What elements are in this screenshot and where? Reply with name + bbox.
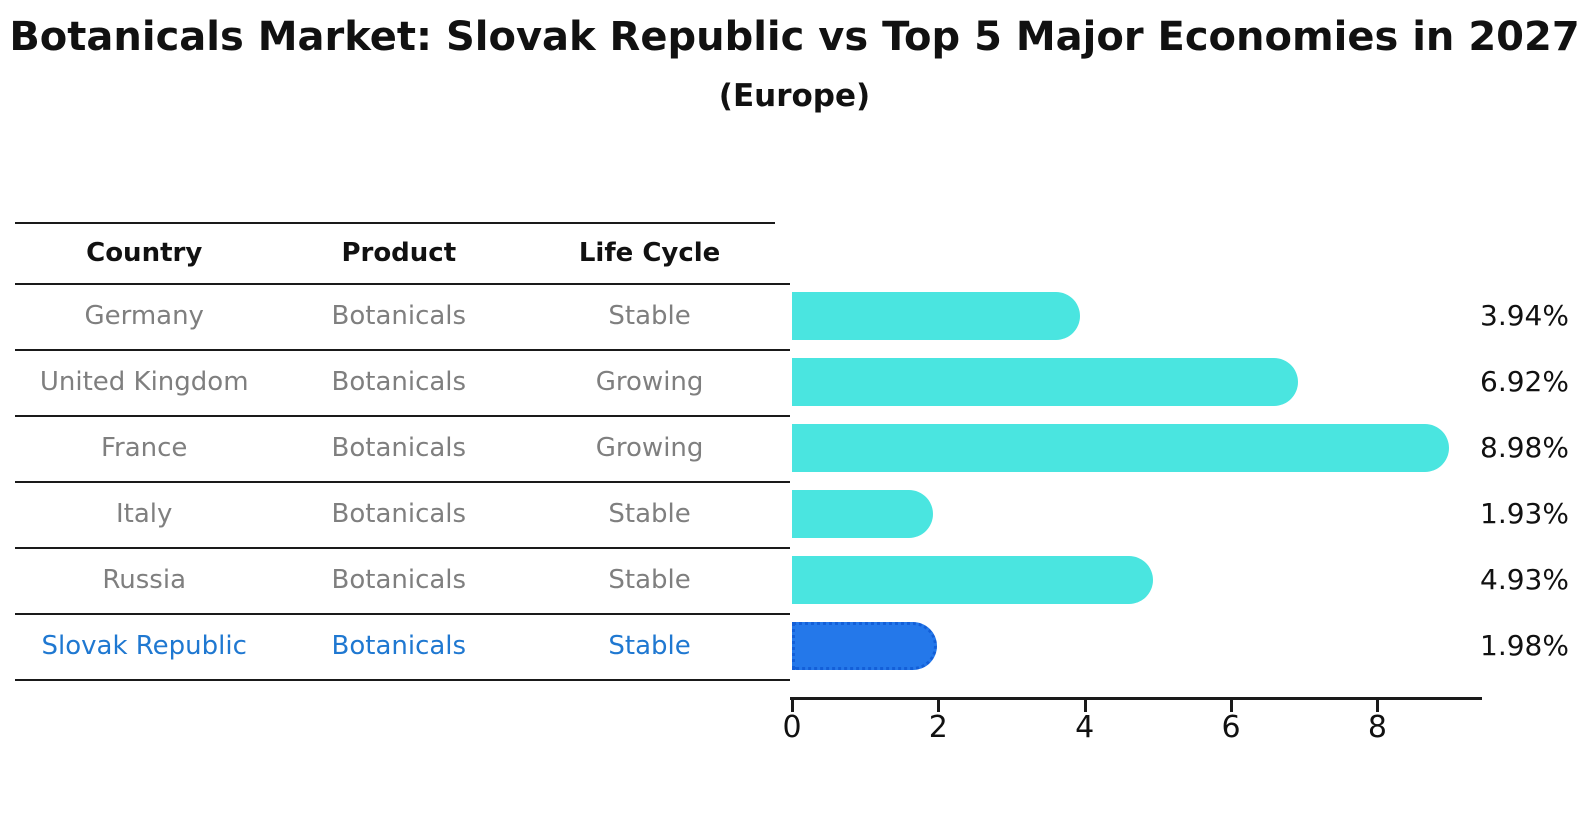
table-row: Slovak Republic Botanicals Stable [15,613,775,679]
y-axis-tick [770,349,790,351]
cell-product: Botanicals [331,367,467,397]
y-axis-tick [770,679,790,681]
x-axis-line [790,697,1482,700]
column-header: Life Cycle [578,237,721,268]
value-label: 1.93% [1480,497,1569,530]
value-label: 3.94% [1480,299,1569,332]
table-divider [15,481,775,483]
x-axis-tick [1083,700,1087,712]
cell-life-cycle: Stable [608,301,691,331]
bar-germany [792,292,1080,340]
table-row: Italy Botanicals Stable [15,481,775,547]
value-label: 1.98% [1480,629,1569,662]
country-table: Country Product Life Cycle Germany Botanical… [15,222,775,681]
x-axis-tick [937,700,941,712]
x-tick-label: 8 [1367,710,1387,745]
cell-product: Botanicals [331,301,467,331]
table-divider [15,613,775,615]
table-row: France Botanicals Growing [15,415,775,481]
cell-life-cycle: Stable [608,565,691,595]
x-axis-tick [1230,700,1234,712]
y-axis-tick [770,415,790,417]
table-divider [15,547,775,549]
y-axis-tick [770,547,790,549]
table-header-row: Country Product Life Cycle [15,222,775,283]
cell-product: Botanicals [331,499,467,529]
table-divider [15,415,775,417]
table-divider [15,283,775,285]
x-tick-label: 2 [928,710,948,745]
x-axis-tick [1376,700,1380,712]
cell-country: United Kingdom [39,367,249,397]
cell-product: Botanicals [331,433,467,463]
bar-united-kingdom [792,358,1298,406]
column-header: Product [341,237,457,268]
table-divider [15,222,775,224]
cell-life-cycle: Stable [608,631,691,661]
bar-russia [792,556,1153,604]
value-label: 4.93% [1480,563,1569,596]
cell-country: Germany [84,301,204,331]
table-row: Germany Botanicals Stable [15,283,775,349]
cell-life-cycle: Stable [608,499,691,529]
table-row: Russia Botanicals Stable [15,547,775,613]
value-label: 6.92% [1480,365,1569,398]
bar-slovak-republic [792,622,937,670]
column-header: Country [86,237,203,268]
x-tick-label: 6 [1221,710,1241,745]
x-tick-label: 0 [782,710,802,745]
chart-title: Botanicals Market: Slovak Republic vs To… [9,14,1580,60]
table-divider [15,349,775,351]
table-divider [15,679,775,681]
table-row: United Kingdom Botanicals Growing [15,349,775,415]
y-axis-tick [770,481,790,483]
cell-country: Slovak Republic [41,631,247,661]
x-axis-tick [791,700,794,712]
bar-france [792,424,1449,472]
cell-country: Italy [115,499,173,529]
cell-life-cycle: Growing [595,367,704,397]
y-axis-tick [770,283,790,285]
value-label: 8.98% [1480,431,1569,464]
cell-country: Russia [102,565,186,595]
bar-italy [792,490,933,538]
chart-subtitle: (Europe) [718,78,871,114]
cell-country: France [100,433,188,463]
cell-product: Botanicals [331,631,467,661]
x-tick-label: 4 [1075,710,1095,745]
cell-product: Botanicals [331,565,467,595]
y-axis-tick [770,613,790,615]
cell-life-cycle: Growing [595,433,704,463]
